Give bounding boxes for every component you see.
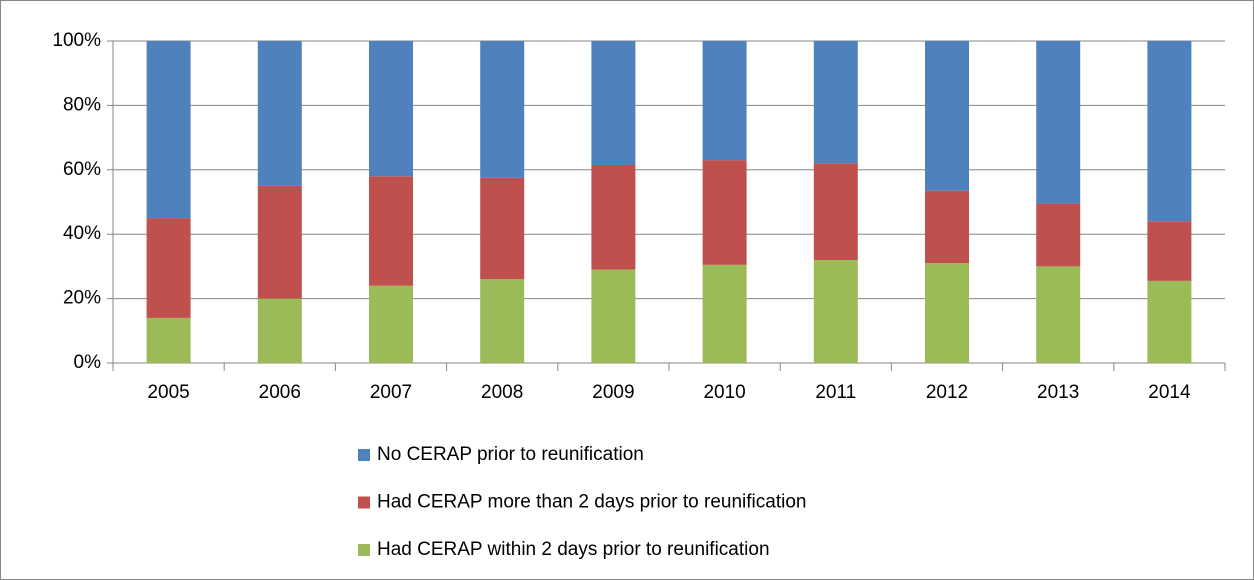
x-tick-label: 2010 <box>703 382 745 403</box>
bar-segment <box>1147 280 1192 363</box>
x-tick-label: 2009 <box>592 382 634 403</box>
bar-segment <box>702 41 747 161</box>
bar-segment <box>1036 266 1081 363</box>
x-tick-label: 2013 <box>1037 382 1079 403</box>
x-tick-label: 2014 <box>1148 382 1191 403</box>
bar-segment <box>813 41 858 164</box>
bar-segment <box>813 259 858 363</box>
x-tick-label: 2006 <box>259 382 301 403</box>
bar-segment <box>146 218 191 318</box>
y-tick-label: 20% <box>63 288 101 309</box>
bar-segment <box>1036 41 1081 204</box>
y-tick-label: 60% <box>63 159 101 180</box>
legend-swatch <box>358 544 370 556</box>
bar-segment <box>257 41 302 186</box>
bar-segment <box>925 263 969 363</box>
legend-label: Had CERAP within 2 days prior to reunifi… <box>377 539 770 560</box>
bar-segment <box>257 185 302 299</box>
legend-swatch <box>358 496 370 509</box>
bar-segment <box>591 269 636 363</box>
bar-segment <box>1036 203 1081 267</box>
legend-label: Had CERAP more than 2 days prior to reun… <box>377 492 806 513</box>
bar-segment <box>369 176 413 286</box>
bar-segment <box>257 298 302 363</box>
bar-segment <box>925 190 969 264</box>
bar-segment <box>1147 41 1192 222</box>
bar-segment <box>369 41 413 177</box>
y-tick-label: 100% <box>52 30 101 51</box>
bar-segment <box>702 264 747 363</box>
bar-segment <box>146 317 191 363</box>
bar-segment <box>591 164 636 270</box>
bar-segment <box>1147 221 1192 281</box>
bar-segment <box>702 160 747 265</box>
bar-segment <box>480 41 525 178</box>
y-tick-label: 0% <box>74 352 102 373</box>
bar-segment <box>480 279 525 363</box>
x-tick-label: 2008 <box>481 382 523 403</box>
x-tick-label: 2007 <box>370 382 412 403</box>
y-tick-label: 40% <box>63 223 101 244</box>
bar-segment <box>925 41 969 191</box>
bar-segment <box>369 285 413 363</box>
bar-segment <box>146 41 191 219</box>
legend-swatch <box>358 449 370 461</box>
x-tick-label: 2012 <box>926 382 968 403</box>
x-tick-label: 2011 <box>815 382 856 403</box>
bar-segment <box>480 177 525 280</box>
y-tick-label: 80% <box>63 94 101 115</box>
bar-segment <box>813 163 858 260</box>
x-tick-label: 2005 <box>147 382 189 403</box>
legend-label: No CERAP prior to reunification <box>377 444 644 465</box>
bar-segment <box>591 41 636 165</box>
